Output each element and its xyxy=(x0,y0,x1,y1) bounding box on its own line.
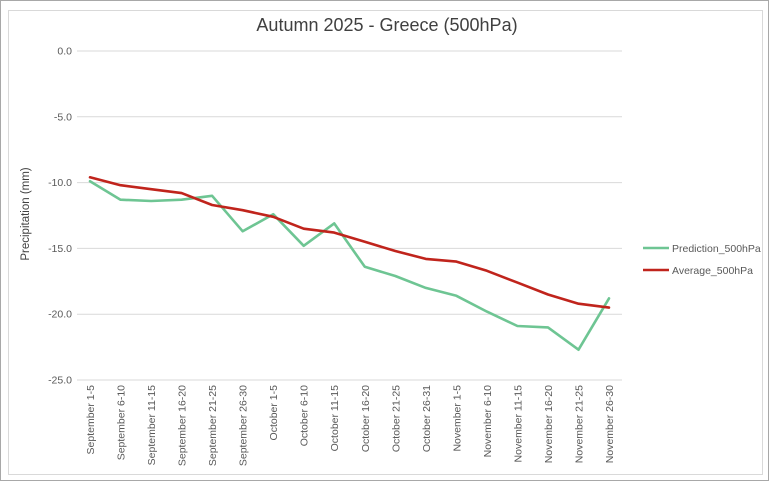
x-tick-label: November 11-15 xyxy=(512,385,524,463)
x-tick-label: September 6-10 xyxy=(116,385,128,460)
x-tick-label: November 21-25 xyxy=(574,385,586,463)
x-tick-label: October 6-10 xyxy=(299,385,311,446)
x-tick-label: October 11-15 xyxy=(329,385,341,452)
x-tick-label: September 21-25 xyxy=(207,385,219,466)
y-tick-label: -5.0 xyxy=(54,111,72,123)
y-axis-title: Precipitation (mm) xyxy=(20,167,32,260)
x-tick-label: September 1-5 xyxy=(85,385,97,455)
axis-label-layer: 0.0 -5.0 -10.0 -15.0 -20.0 -25.0 September 1-5… xyxy=(48,46,616,467)
gridline-layer xyxy=(77,50,622,381)
x-tick-label: October 1-5 xyxy=(268,385,280,441)
y-tick-label: -20.0 xyxy=(48,309,72,321)
legend-item: Prediction_500hPa xyxy=(643,243,761,255)
x-tick-label: September 16-20 xyxy=(177,385,189,466)
legend-label: Average_500hPa xyxy=(672,265,753,277)
legend: Prediction_500hPa Average_500hPa xyxy=(643,243,761,277)
y-tick-label: -25.0 xyxy=(48,375,72,387)
y-tick-label: -10.0 xyxy=(48,177,72,189)
chart-area: Autumn 2025 - Greece (500hPa) Precipitat… xyxy=(8,10,763,475)
series-line-average_500hpa xyxy=(88,176,611,309)
y-tick-label: 0.0 xyxy=(57,46,72,58)
x-tick-label: November 6-10 xyxy=(482,385,494,458)
series-layer xyxy=(88,176,611,352)
series-line-prediction_500hpa xyxy=(88,180,611,352)
legend-item: Average_500hPa xyxy=(643,265,753,277)
chart-title: Autumn 2025 - Greece (500hPa) xyxy=(256,15,517,35)
x-tick-label: September 26-30 xyxy=(238,385,250,466)
legend-label: Prediction_500hPa xyxy=(672,243,761,255)
x-tick-label: November 16-20 xyxy=(543,385,555,463)
line-chart-svg: Autumn 2025 - Greece (500hPa) Precipitat… xyxy=(20,15,761,467)
x-tick-label: November 1-5 xyxy=(451,385,463,452)
x-tick-label: November 26-30 xyxy=(604,385,616,463)
x-tick-label: September 11-15 xyxy=(146,385,158,466)
x-tick-label: October 26-31 xyxy=(421,385,433,452)
x-tick-label: October 16-20 xyxy=(360,385,372,452)
y-tick-label: -15.0 xyxy=(48,243,72,255)
x-tick-label: October 21-25 xyxy=(390,385,402,452)
